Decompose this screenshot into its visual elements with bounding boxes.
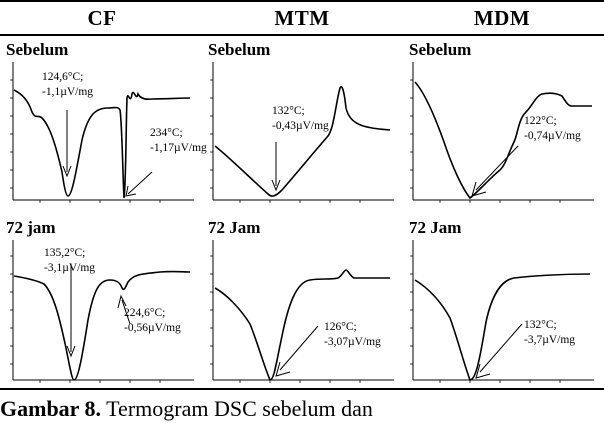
row-label-mtm-before: Sebelum xyxy=(208,40,271,59)
annotation-mtm-before-peak: 132°C; -0,43µV/mg xyxy=(272,105,329,132)
dsc-thermogram-figure: CF MTM MDM Sebelum Sebelum Sebelum 72 ja… xyxy=(0,0,604,390)
annotation-cf-after-peak1: 135,2°C; -3,1µV/mg xyxy=(44,247,96,274)
annotation-cf-before-peak1: 124,6°C; -1,1µV/mg xyxy=(42,71,94,98)
annotation-cf-before-peak2: 234°C; -1,17µV/mg xyxy=(150,127,207,154)
row-label-mdm-before: Sebelum xyxy=(409,40,472,59)
header-rule xyxy=(0,34,604,36)
dsc-curve-mdm-after xyxy=(410,240,594,383)
row-label-mtm-after: 72 Jam xyxy=(208,218,261,237)
annotation-arrow xyxy=(127,171,153,195)
dsc-curve-mdm-before xyxy=(410,62,594,203)
bottom-rule xyxy=(0,388,604,390)
annotation-mdm-before-peak: 122°C; -0,74µV/mg xyxy=(524,115,581,142)
dsc-curve-cf-before xyxy=(10,62,194,203)
caption-label: Gambar 8. xyxy=(0,396,102,421)
top-rule xyxy=(0,0,604,2)
annotation-mdm-after-peak: 132°C; -3,7µV/mg xyxy=(524,319,576,346)
row-label-cf-before: Sebelum xyxy=(6,40,69,59)
caption-text: Termogram DSC sebelum dan xyxy=(106,396,373,421)
annotation-cf-after-peak2: 224,6°C; -0,56µV/mg xyxy=(124,307,181,334)
figure-caption: Gambar 8. Termogram DSC sebelum dan xyxy=(0,394,604,426)
column-header-mdm: MDM xyxy=(473,6,531,30)
column-header-mtm: MTM xyxy=(274,6,330,30)
row-label-cf-after: 72 jam xyxy=(6,218,56,237)
column-header-cf: CF xyxy=(87,6,117,30)
annotation-mtm-after-peak: 126°C; -3,07µV/mg xyxy=(324,321,381,348)
dsc-curve-cf-after xyxy=(10,240,194,383)
dsc-curve-mtm-before xyxy=(210,62,394,203)
row-label-mdm-after: 72 Jam xyxy=(409,218,462,237)
dsc-curve-mtm-after xyxy=(210,240,394,383)
